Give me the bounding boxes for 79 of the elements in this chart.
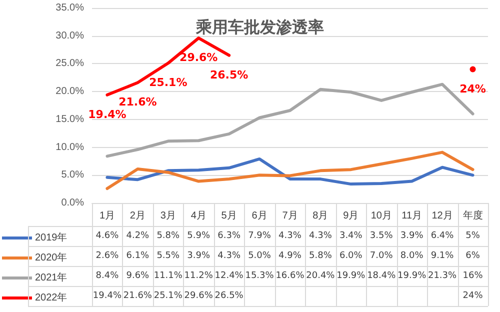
data-label: 4.2% xyxy=(125,230,150,243)
x-tick-label: 6月 xyxy=(252,210,268,222)
y-tick-label: 15.0% xyxy=(56,114,84,125)
data-label: 7.0% xyxy=(368,250,394,263)
data-label: 6.0% xyxy=(338,250,364,263)
legend-label: 2021年 xyxy=(35,272,68,284)
data-label: 4.9% xyxy=(278,250,302,263)
annotation: 29.6% xyxy=(180,51,218,64)
data-label: 19.9% xyxy=(396,270,428,283)
data-label: 21.6% xyxy=(122,290,153,303)
data-label: 8.0% xyxy=(399,250,424,263)
data-label: 3.9% xyxy=(186,250,212,263)
data-label: 15.3% xyxy=(244,270,275,283)
data-label: 2.6% xyxy=(94,250,120,263)
x-tick-label: 7月 xyxy=(282,210,298,222)
data-label: 26.5% xyxy=(214,290,244,303)
x-tick-label: 2月 xyxy=(130,210,146,222)
annotation: 21.6% xyxy=(118,96,157,109)
annotation: 24% xyxy=(460,82,486,96)
data-label: 6.1% xyxy=(125,250,150,263)
data-label: 5.5% xyxy=(156,250,181,263)
data-label: 5.0% xyxy=(247,250,272,263)
data-label: 5% xyxy=(464,230,481,243)
data-label: 16% xyxy=(462,270,484,283)
legend-label: 2019年 xyxy=(35,232,68,244)
data-label: 5.8% xyxy=(156,230,181,243)
data-label: 4.3% xyxy=(216,250,242,263)
data-label: 9.1% xyxy=(430,250,455,263)
data-label: 4.3% xyxy=(308,230,333,243)
data-label: 11.1% xyxy=(152,270,184,283)
data-label: 3.5% xyxy=(368,230,394,243)
x-tick-label: 1月 xyxy=(99,210,116,222)
annotation: 26.5% xyxy=(210,68,248,82)
legend-label: 2022年 xyxy=(35,292,68,304)
data-label: 18.4% xyxy=(366,270,397,283)
x-tick-label: 4月 xyxy=(190,210,206,222)
data-label: 19.4% xyxy=(92,290,122,303)
data-label: 6.4% xyxy=(430,230,455,243)
data-label: 12.4% xyxy=(214,270,244,283)
line-series xyxy=(106,150,474,190)
x-tick-label: 5月 xyxy=(221,210,237,222)
x-tick-label: 9月 xyxy=(343,210,359,222)
data-label: 7.9% xyxy=(247,230,272,243)
y-tick-label: 10.0% xyxy=(56,142,84,153)
legend-label: 2020年 xyxy=(35,252,68,264)
x-tick-label: 11月 xyxy=(402,210,422,222)
data-label: 9.6% xyxy=(125,270,150,283)
y-tick-label: 20.0% xyxy=(56,86,84,98)
x-tick-label: 12月 xyxy=(432,210,453,222)
y-tick-label: 5.0% xyxy=(61,170,84,181)
data-label: 6% xyxy=(464,250,481,263)
data-label: 21.3% xyxy=(427,270,458,283)
data-label: 5.8% xyxy=(308,250,333,263)
data-label: 4.6% xyxy=(94,230,120,243)
y-tick-label: 35.0% xyxy=(56,2,84,14)
y-tick-label: 30.0% xyxy=(56,30,84,42)
data-label: 3.9% xyxy=(399,230,424,243)
y-tick-label: 0.0% xyxy=(61,198,84,208)
data-label: 16.6% xyxy=(274,270,306,283)
data-label: 19.9% xyxy=(336,270,366,283)
x-tick-label: 3月 xyxy=(160,210,176,222)
data-label: 8.4% xyxy=(94,270,120,283)
data-label: 20.4% xyxy=(305,270,336,283)
annotation: 25.1% xyxy=(149,76,188,90)
data-label: 3.4% xyxy=(338,230,364,243)
data-label: 24% xyxy=(462,290,484,303)
data-label: 11.2% xyxy=(183,270,214,283)
data-label: 5.9% xyxy=(186,230,212,243)
data-label: 29.6% xyxy=(183,290,214,303)
line-series xyxy=(106,157,474,186)
text: 乘用车批发渗透率 xyxy=(195,18,324,36)
y-tick-label: 25.0% xyxy=(56,58,84,70)
data-label: 25.1% xyxy=(152,290,184,303)
x-tick-label: 8月 xyxy=(312,210,328,222)
x-tick-label: 10月 xyxy=(370,210,392,222)
data-label: 6.3% xyxy=(216,230,242,243)
annotation: 19.4% xyxy=(88,108,126,121)
data-label: 4.3% xyxy=(278,230,302,243)
x-tick-label: 年度 xyxy=(462,210,483,222)
